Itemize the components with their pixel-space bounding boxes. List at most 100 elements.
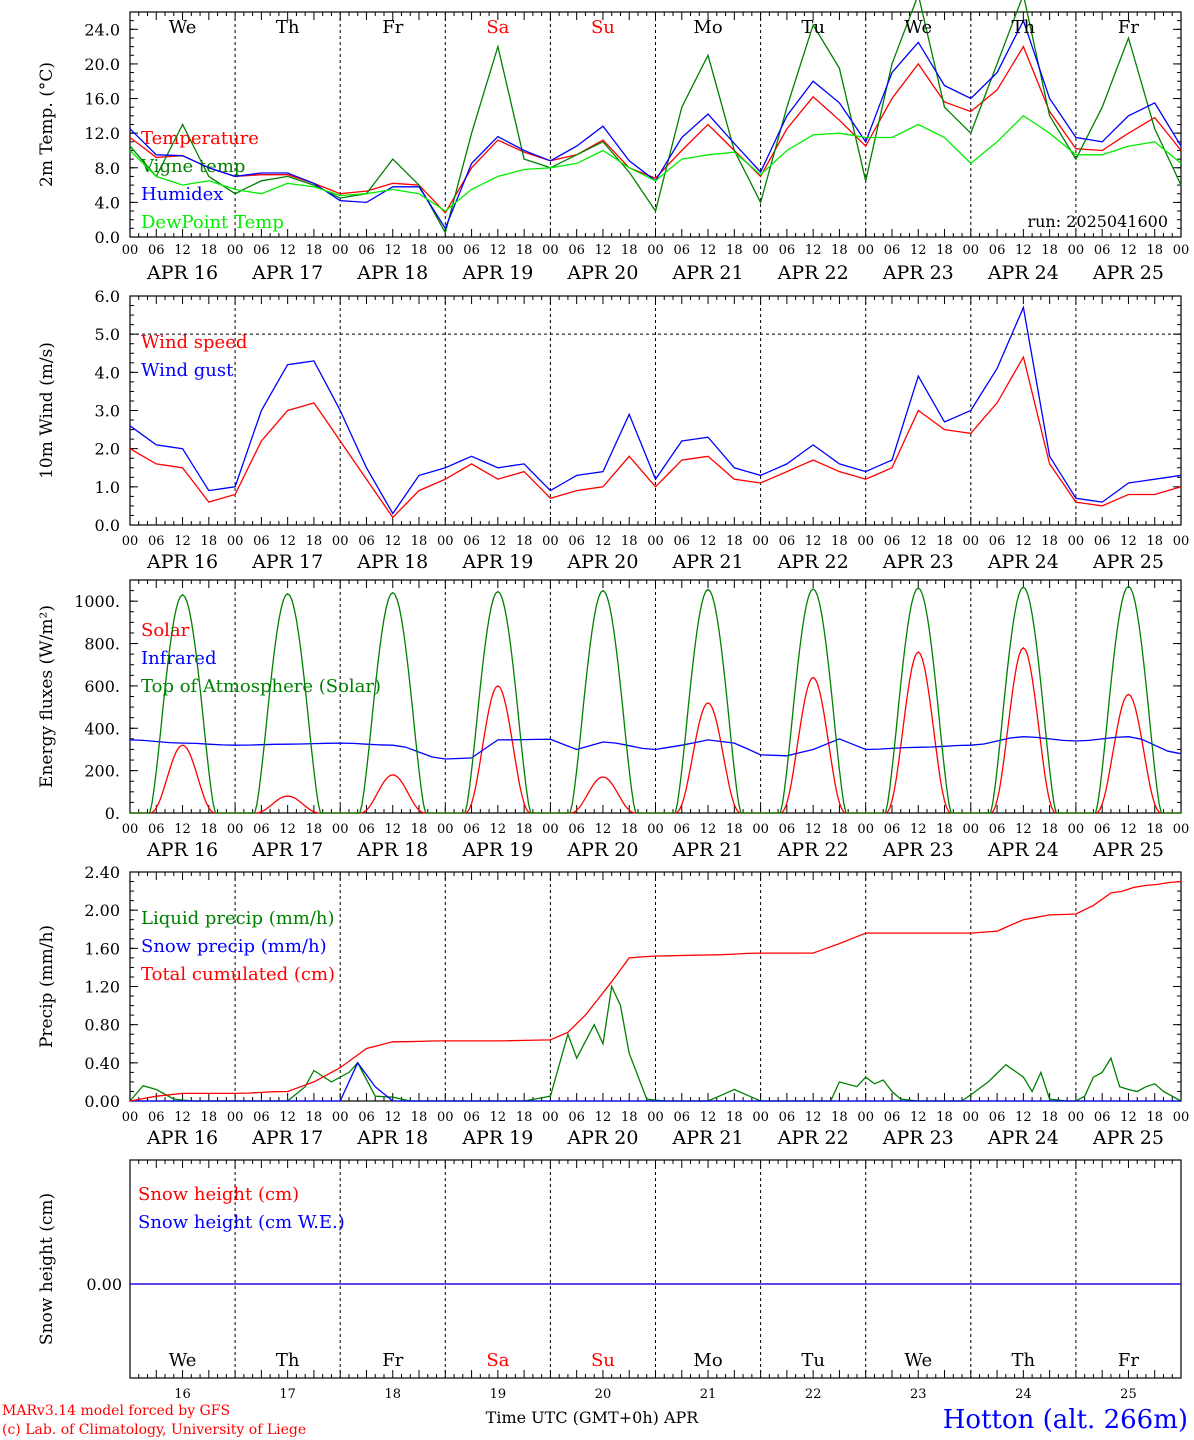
hour-tick-label: 06: [989, 534, 1006, 549]
y-tick-label: 200.: [84, 762, 120, 781]
panel-4: 0.00 0.40 0.80 1.20 1.60 2.00 2.40 Precip (mm/h…: [37, 863, 1189, 1149]
hour-tick-label: 00: [437, 1110, 454, 1125]
legend-entry: Infrared: [141, 648, 216, 669]
hour-tick-label: 00: [542, 534, 559, 549]
hour-tick-label: 00: [857, 822, 874, 837]
day-name-top: Tu: [801, 17, 825, 38]
hour-tick-label: 00: [1068, 243, 1085, 258]
legend-entry: Top of Atmosphere (Solar): [141, 676, 381, 697]
day-name-top: Fr: [1118, 17, 1139, 38]
hour-tick-label: 12: [1015, 534, 1032, 549]
hour-tick-label: 18: [516, 822, 533, 837]
hour-tick-label: 12: [490, 243, 507, 258]
hour-tick-label: 00: [332, 534, 349, 549]
hour-tick-label: 06: [1094, 534, 1111, 549]
hour-tick-label: 00: [857, 534, 874, 549]
hour-tick-label: 18: [201, 1110, 218, 1125]
hour-tick-label: 18: [831, 534, 848, 549]
day-number: 22: [805, 1387, 822, 1402]
hour-tick-label: 06: [463, 243, 480, 258]
date-label: APR 23: [882, 262, 954, 284]
y-tick-label: 400.: [84, 719, 120, 738]
hour-tick-label: 06: [1094, 822, 1111, 837]
hour-tick-label: 12: [595, 243, 612, 258]
hour-tick-label: 18: [621, 822, 638, 837]
hour-tick-label: 12: [490, 534, 507, 549]
date-label: APR 23: [882, 839, 954, 861]
hour-tick-label: 06: [779, 534, 796, 549]
day-number: 21: [700, 1387, 717, 1402]
footer-copyright: (c) Lab. of Climatology, University of L…: [2, 1422, 306, 1438]
hour-tick-label: 18: [411, 1110, 428, 1125]
hour-tick-label: 06: [148, 1110, 165, 1125]
hour-tick-label: 00: [963, 243, 980, 258]
hour-tick-label: 12: [384, 822, 401, 837]
panel-2: 0.0 1.0 2.0 3.0 4.0 5.0 6.0 10m Wind (m/s) 00 06 1…: [37, 287, 1189, 573]
legend-entry: Snow precip (mm/h): [141, 936, 327, 957]
series-dewpoint-temp: [129, 114, 1182, 212]
hour-tick-label: 00: [227, 243, 244, 258]
date-label: APR 21: [672, 1127, 744, 1149]
hour-tick-label: 06: [779, 243, 796, 258]
y-axis-title: Precip (mm/h): [37, 925, 57, 1048]
hour-tick-label: 06: [674, 1110, 691, 1125]
hour-tick-label: 00: [857, 1110, 874, 1125]
hour-tick-label: 18: [831, 822, 848, 837]
hour-tick-label: 06: [568, 534, 585, 549]
hour-tick-label: 06: [358, 822, 375, 837]
y-axis-title: 10m Wind (m/s): [37, 342, 57, 479]
hour-tick-label: 18: [621, 534, 638, 549]
legend-entry: Vigne temp: [140, 156, 245, 177]
hour-tick-label: 18: [621, 243, 638, 258]
y-tick-label: 6.0: [95, 287, 120, 306]
hour-tick-label: 12: [1015, 822, 1032, 837]
hour-tick-label: 18: [516, 243, 533, 258]
series-vigne-temp: [129, 0, 1182, 235]
hour-tick-label: 12: [595, 822, 612, 837]
hour-tick-label: 12: [1120, 534, 1137, 549]
x-axis-title: Time UTC (GMT+0h) APR: [486, 1408, 700, 1427]
day-name-top: Fr: [382, 17, 403, 38]
y-tick-label: 8.0: [95, 159, 120, 178]
hour-tick-label: 00: [647, 1110, 664, 1125]
y-tick-label: 0.0: [95, 228, 120, 247]
legend-entry: Snow height (cm W.E.): [138, 1212, 345, 1233]
y-tick-label: 2.0: [95, 440, 120, 459]
date-label: APR 20: [566, 1127, 638, 1149]
hour-tick-label: 18: [936, 1110, 953, 1125]
day-name-top: Su: [591, 17, 615, 38]
date-label: APR 18: [356, 839, 428, 861]
hour-tick-label: 00: [647, 534, 664, 549]
hour-tick-label: 18: [936, 243, 953, 258]
hour-tick-label: 06: [989, 822, 1006, 837]
hour-tick-label: 06: [148, 534, 165, 549]
hour-tick-label: 18: [621, 1110, 638, 1125]
hour-tick-label: 12: [910, 243, 927, 258]
legend-entry: Snow height (cm): [138, 1184, 299, 1205]
day-name-bottom: Fr: [382, 1350, 403, 1371]
hour-tick-label: 00: [752, 534, 769, 549]
y-axis-title: Snow height (cm): [37, 1193, 57, 1345]
hour-tick-label: 00: [1068, 822, 1085, 837]
hour-tick-label: 06: [253, 1110, 270, 1125]
hour-tick-label: 12: [490, 822, 507, 837]
hour-tick-label: 12: [910, 1110, 927, 1125]
hour-tick-label: 00: [542, 822, 559, 837]
hour-tick-label: 06: [674, 243, 691, 258]
hour-tick-label: 18: [1041, 822, 1058, 837]
day-name-top: Mo: [693, 17, 722, 38]
hour-tick-label: 12: [174, 534, 191, 549]
y-tick-label: 16.0: [84, 90, 120, 109]
hour-tick-label: 12: [805, 822, 822, 837]
y-tick-label: 5.0: [95, 325, 120, 344]
hour-tick-label: 12: [384, 243, 401, 258]
hour-tick-label: 12: [279, 534, 296, 549]
y-axis-title: Energy fluxes (W/m²): [37, 605, 57, 788]
date-label: APR 17: [251, 551, 323, 573]
legend-entry: DewPoint Temp: [141, 212, 284, 233]
date-label: APR 25: [1092, 839, 1164, 861]
date-label: APR 23: [882, 1127, 954, 1149]
hour-tick-label: 18: [306, 534, 323, 549]
hour-tick-label: 06: [358, 243, 375, 258]
hour-tick-label: 06: [989, 1110, 1006, 1125]
